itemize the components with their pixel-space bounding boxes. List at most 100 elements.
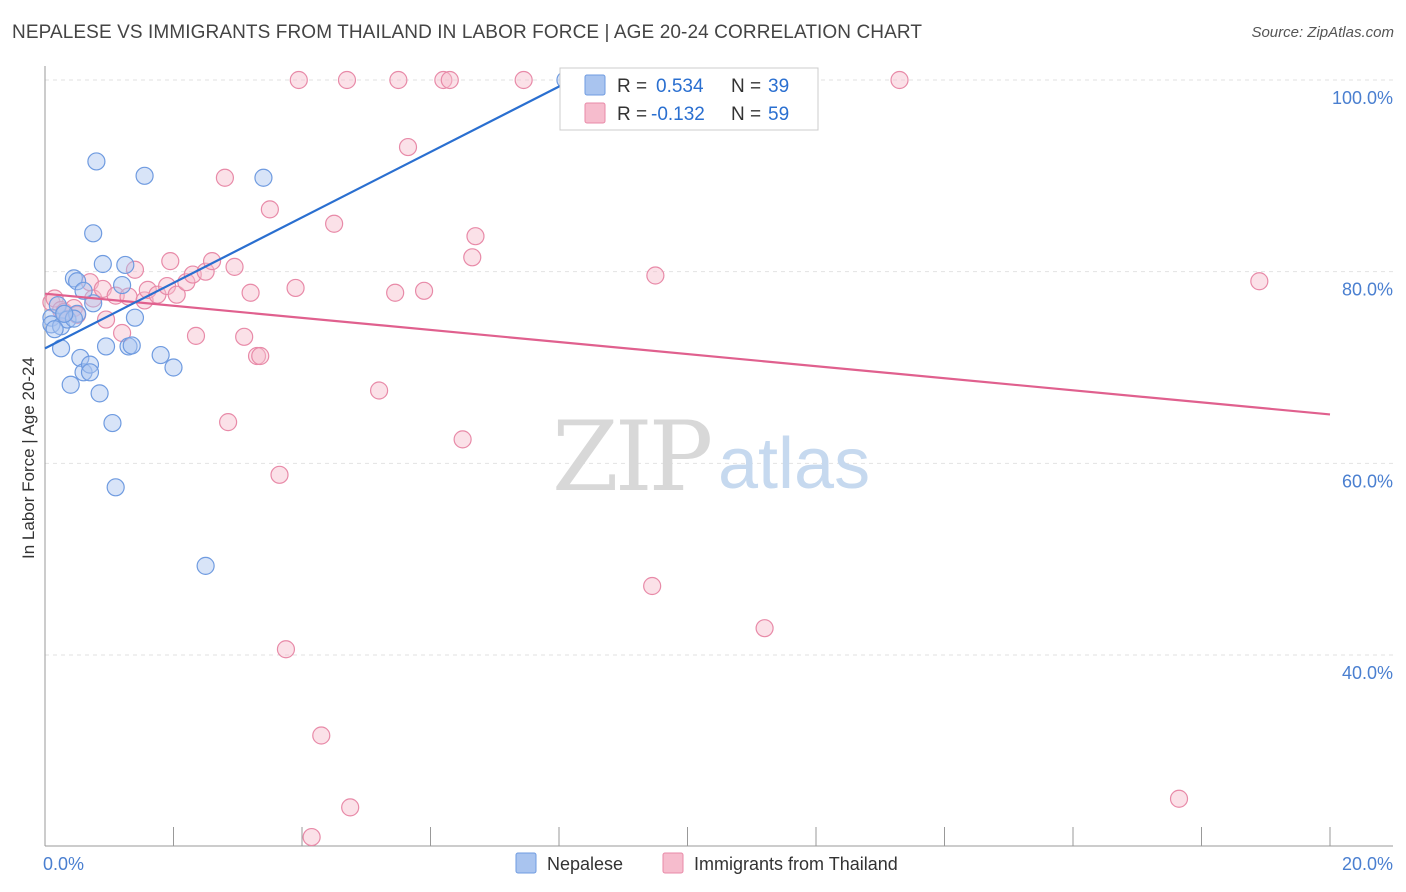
axes bbox=[44, 66, 1393, 847]
chart-source: Source: ZipAtlas.com bbox=[1251, 24, 1394, 41]
nepalese-point-38 bbox=[55, 304, 74, 323]
watermark-atlas: atlas bbox=[718, 424, 870, 504]
thai-point-37 bbox=[302, 827, 321, 847]
legend-n-value-nepalese: 39 bbox=[768, 76, 789, 97]
nepalese-point-22 bbox=[106, 478, 125, 497]
nepalese-point-28 bbox=[135, 166, 154, 185]
thai-point-34 bbox=[276, 640, 296, 659]
watermark-zip: ZIP bbox=[552, 401, 711, 513]
thai-point-29 bbox=[241, 283, 260, 302]
nepalese-point-14 bbox=[80, 363, 100, 382]
thai-point-36 bbox=[289, 70, 308, 90]
bottom-legend-swatch-nepalese bbox=[515, 852, 537, 874]
thai-point-50 bbox=[463, 248, 482, 267]
nepalese-point-10 bbox=[68, 304, 87, 323]
nepalese-trend-line bbox=[44, 79, 573, 350]
thai-point-47 bbox=[434, 70, 453, 90]
thai-point-44 bbox=[389, 70, 408, 90]
thai-point-28 bbox=[235, 327, 254, 346]
nepalese-point-31 bbox=[196, 556, 215, 575]
nepalese-point-24 bbox=[116, 255, 135, 275]
legend-n-label-nepalese: N = bbox=[731, 76, 761, 97]
gridlines bbox=[45, 79, 1393, 656]
y-tick-label-100: 100.0% bbox=[1332, 88, 1393, 108]
bottom-legend-label-thai: Immigrants from Thailand bbox=[694, 854, 898, 874]
thai-point-35 bbox=[286, 278, 305, 298]
nepalese-point-16 bbox=[84, 224, 103, 243]
thai-point-43 bbox=[386, 283, 405, 302]
legend-box: R = 0.534 N = 39 R = -0.132 N = 59 bbox=[559, 67, 819, 131]
thai-point-22 bbox=[186, 326, 206, 345]
nepalese-point-36 bbox=[64, 309, 84, 328]
thai-point-18 bbox=[161, 252, 180, 271]
thai-point-46 bbox=[414, 281, 434, 300]
thai-point-41 bbox=[341, 798, 360, 817]
nepalese-point-32 bbox=[254, 168, 273, 187]
chart-title: NEPALESE VS IMMIGRANTS FROM THAILAND IN … bbox=[12, 22, 923, 43]
nepalese-point-27 bbox=[125, 308, 145, 327]
thai-point-48 bbox=[440, 70, 459, 90]
thai-point-51 bbox=[466, 227, 485, 246]
nepalese-point-11 bbox=[71, 348, 90, 368]
legend-swatch-thai bbox=[584, 102, 606, 124]
nepalese-point-29 bbox=[151, 345, 170, 365]
y-tick-label-40: 40.0% bbox=[1342, 663, 1393, 683]
thai-point-19 bbox=[167, 285, 186, 304]
nepalese-point-30 bbox=[164, 358, 183, 377]
x-tick-label-max: 20.0% bbox=[1342, 854, 1393, 874]
thai-point-38 bbox=[312, 726, 331, 745]
thai-point-27 bbox=[225, 257, 244, 276]
thai-point-53 bbox=[643, 576, 662, 596]
thai-point-26 bbox=[219, 413, 238, 432]
legend-n-label-thai: N = bbox=[731, 104, 761, 125]
thai-point-31 bbox=[251, 346, 270, 366]
thai-trend-line bbox=[44, 292, 1331, 416]
x-tick-label-min: 0.0% bbox=[43, 854, 84, 874]
legend-n-value-thai: 59 bbox=[768, 104, 789, 125]
thai-point-40 bbox=[337, 70, 357, 90]
y-axis-label: In Labor Force | Age 20-24 bbox=[19, 357, 38, 559]
legend-r-value-nepalese: 0.534 bbox=[656, 76, 704, 97]
nepalese-point-37 bbox=[74, 281, 93, 300]
nepalese-point-18 bbox=[90, 384, 109, 403]
thai-point-54 bbox=[646, 266, 665, 285]
legend-r-value-thai: -0.132 bbox=[651, 104, 705, 125]
thai-point-58 bbox=[1250, 272, 1269, 291]
thai-point-49 bbox=[453, 430, 472, 449]
nepalese-point-6 bbox=[58, 310, 77, 329]
thai-point-13 bbox=[125, 260, 145, 279]
nepalese-point-8 bbox=[64, 269, 84, 288]
series-nepalese-points bbox=[42, 70, 578, 575]
legend-swatch-nepalese bbox=[584, 74, 606, 96]
nepalese-point-9 bbox=[68, 272, 87, 291]
y-tick-label-60: 60.0% bbox=[1342, 471, 1393, 491]
nepalese-point-35 bbox=[45, 320, 64, 339]
watermark: ZIP atlas bbox=[552, 401, 870, 513]
thai-point-32 bbox=[260, 200, 279, 219]
nepalese-point-17 bbox=[87, 152, 106, 171]
bottom-legend-label-nepalese: Nepalese bbox=[547, 854, 623, 874]
thai-point-25 bbox=[215, 168, 234, 187]
legend-r-label-thai: R = bbox=[617, 104, 647, 125]
thai-point-52 bbox=[514, 70, 533, 90]
bottom-legend: Nepalese Immigrants from Thailand bbox=[515, 852, 898, 874]
y-tick-label-80: 80.0% bbox=[1342, 280, 1393, 300]
nepalese-point-26 bbox=[122, 336, 141, 355]
y-tick-labels: 40.0% 60.0% 80.0% 100.0% bbox=[1332, 88, 1393, 683]
nepalese-point-7 bbox=[61, 375, 80, 394]
thai-point-39 bbox=[325, 214, 344, 233]
thai-point-42 bbox=[370, 381, 389, 400]
thai-point-55 bbox=[755, 619, 774, 638]
thai-point-57 bbox=[1169, 789, 1189, 808]
nepalese-point-13 bbox=[80, 355, 100, 374]
nepalese-point-19 bbox=[93, 254, 112, 274]
thai-point-45 bbox=[398, 137, 418, 157]
bottom-legend-swatch-thai bbox=[662, 852, 684, 874]
nepalese-point-23 bbox=[112, 275, 132, 295]
legend-r-label-nepalese: R = bbox=[617, 76, 647, 97]
thai-point-56 bbox=[890, 70, 909, 90]
thai-point-33 bbox=[270, 465, 289, 484]
nepalese-point-21 bbox=[103, 413, 122, 433]
